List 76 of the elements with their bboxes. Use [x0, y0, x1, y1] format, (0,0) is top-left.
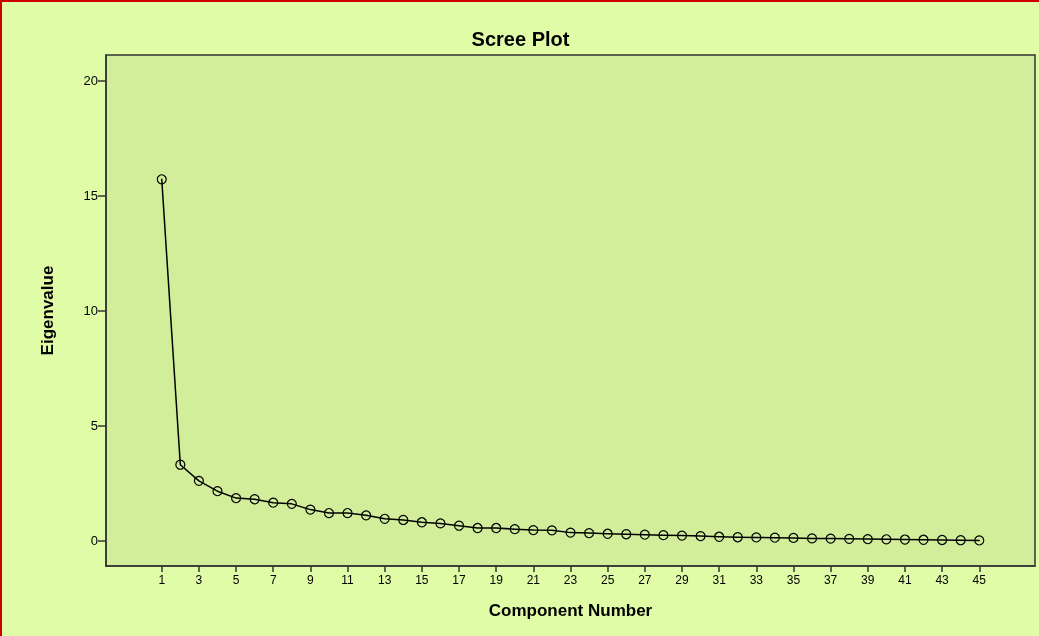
point — [212, 486, 223, 497]
x-tick-label: 19 — [489, 573, 504, 587]
y-tick-label: 5 — [90, 418, 98, 434]
point — [175, 459, 186, 470]
point — [974, 535, 985, 546]
x-tick-label: 33 — [749, 573, 764, 587]
point — [416, 517, 427, 528]
y-axis-title: Eigenvalue — [38, 265, 57, 356]
point — [602, 528, 613, 539]
point — [825, 533, 836, 544]
x-tick-label: 31 — [712, 573, 727, 587]
x-tick-label: 43 — [935, 573, 950, 587]
point — [230, 493, 242, 504]
x-tick-label: 5 — [232, 573, 240, 587]
point — [491, 522, 502, 534]
point — [732, 532, 743, 543]
point — [435, 518, 446, 529]
point — [156, 174, 167, 185]
x-tick-label: 11 — [341, 573, 355, 587]
point — [528, 524, 539, 536]
point — [639, 529, 650, 540]
point — [453, 520, 465, 531]
point — [361, 510, 372, 521]
point — [305, 504, 316, 515]
point — [714, 531, 725, 542]
x-tick-label: 1 — [158, 573, 166, 587]
x-tick-label: 25 — [600, 573, 615, 587]
x-tick-label: 23 — [563, 573, 578, 587]
x-tick-label: 27 — [638, 573, 652, 587]
point — [472, 522, 483, 534]
x-tick-label: 39 — [861, 573, 875, 587]
y-tick-label: 10 — [83, 303, 98, 318]
y-tick-label: 20 — [83, 72, 98, 88]
x-tick-label: 29 — [675, 573, 689, 587]
x-tick-label: 45 — [972, 573, 987, 587]
point — [342, 507, 353, 519]
point — [844, 533, 855, 544]
point — [899, 534, 911, 545]
point — [918, 534, 929, 545]
point — [565, 527, 576, 538]
point — [398, 514, 409, 526]
point — [286, 498, 297, 509]
x-tick-label: 35 — [786, 573, 801, 587]
x-tick-label: 9 — [307, 573, 315, 587]
point — [193, 475, 204, 486]
point — [546, 525, 558, 536]
chart-title: Scree Plot — [471, 28, 570, 50]
point — [788, 532, 799, 544]
point — [937, 534, 948, 546]
x-tick-label: 21 — [526, 573, 541, 587]
x-axis-title: Component Number — [488, 601, 653, 620]
point — [862, 533, 873, 545]
x-tick-label: 41 — [898, 573, 912, 587]
point — [509, 524, 520, 535]
point — [379, 513, 390, 524]
x-tick-label: 3 — [195, 573, 203, 587]
point — [881, 534, 892, 545]
point — [658, 530, 669, 541]
point — [695, 530, 706, 542]
point — [268, 497, 279, 508]
x-tick-label: 13 — [378, 573, 392, 587]
point — [676, 530, 688, 541]
point — [583, 527, 595, 539]
x-tick-label: 15 — [415, 573, 429, 587]
y-tick-label: 15 — [83, 187, 98, 203]
x-tick-label: 37 — [823, 573, 838, 587]
x-tick-label: 17 — [452, 573, 467, 587]
point — [955, 535, 966, 546]
point — [806, 533, 818, 544]
x-tick-label: 7 — [269, 573, 277, 587]
point — [751, 532, 762, 543]
point — [249, 494, 260, 505]
point — [769, 532, 780, 543]
point — [621, 529, 632, 540]
point — [323, 507, 335, 519]
y-tick-label: 0 — [90, 533, 98, 549]
